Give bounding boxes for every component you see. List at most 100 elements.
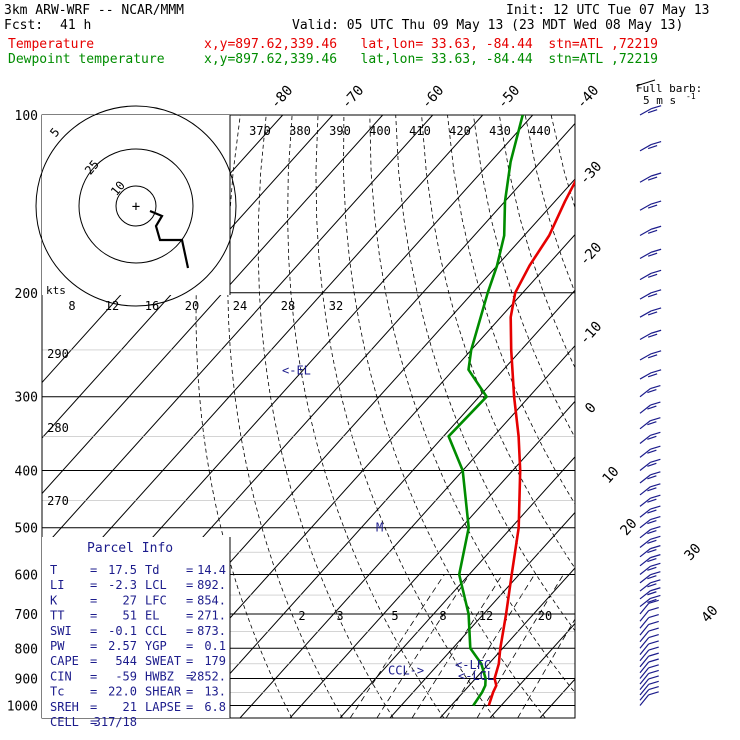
dewpoint-profile [447, 115, 524, 707]
valid-time: Valid: 05 UTC Thu 09 May 13 (23 MDT Wed … [292, 18, 684, 33]
parcel-param-eq: = [186, 578, 193, 592]
wind-barb-flag [647, 421, 657, 426]
parcel-param-eq: = [186, 609, 193, 623]
wind-barb [639, 404, 651, 414]
pressure-tick-label: 100 [15, 109, 38, 124]
mixing-ratio-label: 5 [391, 609, 398, 623]
wind-barb-flag [647, 144, 658, 150]
parcel-param-value: 51 [123, 609, 137, 623]
wind-barb [639, 310, 652, 318]
isotherm-label: 40 [698, 603, 721, 626]
wind-barb-flag [647, 509, 657, 514]
hodograph-trace [149, 209, 190, 269]
wind-barb-flag [647, 566, 657, 571]
wind-barb [639, 630, 650, 643]
parcel-param-value: -0.1 [108, 624, 137, 638]
parcel-param-eq: = [186, 624, 193, 638]
wind-barb-flag [650, 535, 661, 540]
level-marker-lfc: <-LFC [455, 658, 491, 672]
wind-barb [639, 597, 651, 608]
dry-adiabat [524, 115, 575, 294]
isotherm-label: -40 [574, 83, 603, 113]
parcel-param-value: 13. [204, 685, 226, 699]
parcel-param-eq: = [90, 654, 97, 668]
parcel-param-name: SHEAR [145, 685, 182, 699]
parcel-param-name: CCL [145, 624, 167, 638]
forecast-label: Fcst: [4, 18, 44, 33]
wind-barb-flag [647, 109, 658, 114]
wind-barb-flag [650, 579, 661, 584]
wind-barb [639, 108, 652, 116]
parcel-param-value: 873. [197, 624, 226, 638]
wind-barb-flag [648, 675, 659, 680]
wind-barb-flag [647, 311, 658, 316]
mixing-ratio-line [349, 574, 445, 718]
wind-barb-flag [650, 526, 661, 531]
dry-adiabat [369, 115, 575, 694]
parcel-param-value: 14.4 [197, 563, 226, 577]
wind-barb [639, 175, 652, 183]
wind-barb [639, 574, 651, 584]
wind-barb-flag [650, 172, 662, 177]
wind-barb [639, 203, 652, 211]
parcel-param-name: Td [145, 563, 159, 577]
init-time: Init: 12 UTC Tue 07 May 13 [506, 3, 710, 18]
parcel-param-value: 22.0 [108, 685, 137, 699]
hodograph-ring [78, 148, 194, 264]
wind-barb-flag [647, 449, 657, 454]
parcel-param-eq: = [90, 578, 97, 592]
dry-adiabat [603, 115, 740, 718]
wind-barb [639, 228, 652, 237]
wind-barb [639, 292, 652, 300]
wind-barb-flag [650, 458, 661, 463]
wind-barb [639, 448, 651, 458]
hodograph-kts-label: kts [46, 284, 66, 297]
mixing-ratio-label: 8 [68, 299, 75, 313]
isotherm-line [590, 115, 740, 718]
wind-barb-flag [647, 549, 657, 554]
level-marker-el: <-EL [282, 364, 311, 378]
wind-barb-flag [647, 252, 658, 257]
wind-barb-flag [647, 229, 658, 234]
wind-barb-flag [650, 562, 661, 567]
wind-barb-flag [647, 598, 657, 603]
dry-adiabat [655, 115, 740, 718]
wind-barb-flag [648, 658, 659, 663]
parcel-param-name: TT [50, 609, 64, 623]
wind-barb-flag [650, 417, 661, 422]
wind-barb-flag [647, 373, 658, 378]
wind-barb-flag [650, 471, 661, 476]
wind-barb-flag [648, 599, 659, 604]
parcel-param-value: 17.5 [108, 563, 137, 577]
wind-barb-flag [650, 289, 662, 294]
wind-barb-flag [647, 539, 657, 544]
isotherm-label: -30 [577, 159, 606, 189]
wind-barb [639, 590, 651, 600]
parcel-param-value: 271. [197, 609, 226, 623]
parcel-info-title: Parcel Info [87, 541, 173, 556]
isotherm-line [389, 511, 575, 718]
wind-barb-flag [647, 176, 658, 181]
dry-adiabat [315, 115, 495, 718]
wind-barb-flag [647, 487, 657, 492]
mixing-ratio-label: 2 [298, 609, 305, 623]
hodograph-ring [35, 105, 237, 307]
parcel-param-name: T [50, 563, 57, 577]
dewpoint-legend-label: Dewpoint temperature [8, 52, 165, 67]
wind-barb [639, 497, 651, 507]
parcel-param-name: HWBZ [145, 669, 174, 683]
wind-barb [639, 353, 652, 361]
wind-barb [639, 624, 650, 636]
wind-barb-flag [648, 691, 659, 696]
mixing-ratio-label: 8 [439, 609, 446, 623]
wind-legend-title: Full barb: [636, 82, 702, 95]
level-marker-ccl: CCL-> [388, 664, 424, 678]
wind-barb [639, 420, 651, 430]
parcel-param-eq: = [90, 563, 97, 577]
mixing-ratio-label: 16 [145, 299, 159, 313]
wind-barb [639, 251, 652, 260]
wind-barb-flag [650, 105, 662, 110]
parcel-param-value: 544 [115, 654, 137, 668]
parcel-param-name: PW [50, 639, 65, 653]
wind-barb-flag [650, 401, 661, 406]
